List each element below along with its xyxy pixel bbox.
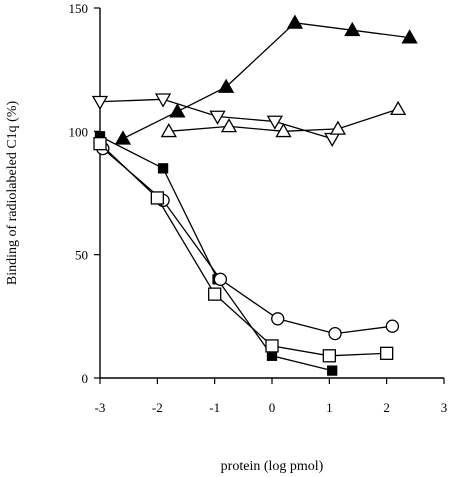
y-ticks: 0 50 100 150: [69, 1, 100, 386]
x-tick-label: -2: [152, 400, 163, 415]
triangle-down-point: [324, 132, 341, 148]
series-triangle-up-filled: [114, 14, 418, 145]
series-square-filled: [94, 131, 338, 376]
series-line: [122, 22, 410, 140]
triangle-up-point: [160, 123, 177, 138]
x-tick-label: 0: [269, 400, 276, 415]
triangle-up-point: [286, 14, 304, 29]
circle-point: [271, 312, 285, 326]
x-tick-label: 3: [441, 400, 448, 415]
triangle-down-point: [91, 95, 109, 111]
y-tick-label: 50: [75, 248, 88, 263]
square-point: [208, 287, 222, 301]
triangle-down-point: [209, 110, 226, 125]
series-circle-open: [96, 141, 400, 341]
triangle-down-point: [266, 115, 283, 130]
series-triangle-up-open: [160, 100, 407, 138]
square-point: [380, 346, 394, 360]
triangle-up-point: [344, 21, 361, 37]
square-point: [93, 137, 107, 151]
series-line: [99, 135, 333, 372]
series-layer: [91, 14, 418, 376]
x-tick-label: 1: [326, 400, 333, 415]
series-triangle-down-open: [91, 93, 341, 148]
x-tick-label: 2: [383, 400, 390, 415]
y-tick-label: 0: [82, 371, 89, 386]
x-tick-label: -1: [209, 400, 220, 415]
series-line: [99, 143, 387, 357]
triangle-up-point: [218, 78, 235, 93]
y-tick-label: 100: [69, 124, 89, 139]
circle-point: [328, 326, 342, 341]
triangle-up-point: [220, 118, 238, 133]
triangle-up-point: [275, 123, 292, 138]
triangle-up-point: [329, 120, 347, 135]
square-point: [327, 365, 338, 376]
circle-point: [213, 272, 228, 286]
square-point: [266, 350, 278, 361]
triangle-down-point: [154, 93, 172, 108]
x-tick-label: -3: [95, 400, 106, 415]
x-ticks: -3 -2 -1 0 1 2 3: [95, 378, 448, 415]
series-line: [102, 148, 393, 335]
square-point: [157, 163, 169, 174]
triangle-up-point: [401, 29, 418, 44]
y-tick-label: 150: [69, 1, 89, 16]
circle-point: [385, 319, 400, 333]
square-point: [150, 191, 164, 205]
triangle-up-point: [390, 100, 407, 116]
triangle-up-point: [114, 130, 132, 145]
y-axis-title: Binding of radiolabeled C1q (%): [5, 101, 20, 286]
square-point: [265, 339, 279, 353]
triangle-up-point: [169, 103, 186, 118]
x-axis-title: protein (log pmol): [221, 459, 324, 474]
square-point: [322, 349, 336, 363]
series-square-open: [93, 137, 394, 363]
